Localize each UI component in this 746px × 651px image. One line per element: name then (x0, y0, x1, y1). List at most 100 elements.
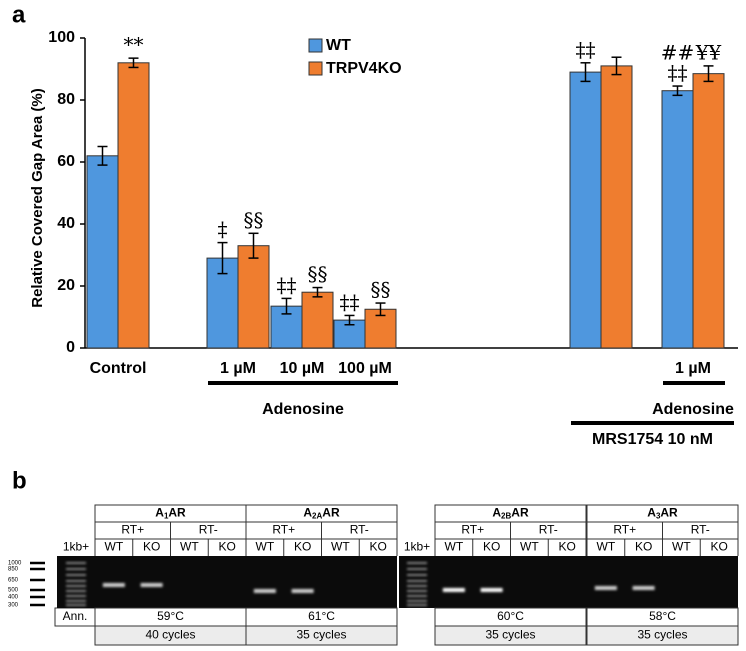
gel-band (140, 583, 163, 587)
cycles: 35 cycles (296, 628, 346, 642)
ladder-band (407, 604, 427, 606)
lane-label: KO (558, 540, 575, 554)
y-tick-label: 40 (57, 215, 75, 232)
ladder-size: 400 (8, 595, 19, 601)
rt-label: RT+ (613, 523, 636, 537)
legend-label: WT (326, 37, 351, 54)
gel-band (632, 586, 655, 590)
ladder-size: 500 (8, 588, 19, 594)
rt-label: RT- (539, 523, 558, 537)
significance-mark: ## (661, 41, 695, 65)
significance-mark: ¥¥ (695, 40, 722, 64)
gel-band (291, 589, 314, 593)
bar (600, 65, 633, 349)
gene-name-sub: 2B (501, 512, 511, 521)
gene-name: A1AR (155, 506, 186, 521)
ladder-band (407, 568, 427, 570)
gene-name-suffix: AR (322, 506, 340, 520)
ladder-band (66, 600, 86, 602)
legend-label: TRPV4KO (326, 60, 402, 77)
bar (569, 71, 602, 349)
significance-mark: ‡‡ (668, 61, 688, 85)
bar (86, 155, 119, 349)
gene-name-suffix: AR (168, 506, 186, 520)
lane-label: WT (180, 540, 199, 554)
error-bar (672, 85, 683, 97)
y-tick-label: 100 (48, 29, 75, 46)
ladder-band (407, 600, 427, 602)
lane-label: KO (218, 540, 235, 554)
lane-label: KO (143, 540, 160, 554)
cycles: 40 cycles (145, 628, 195, 642)
gene-name-suffix: AR (511, 506, 529, 520)
cycles: 35 cycles (485, 628, 535, 642)
lane-label: KO (369, 540, 386, 554)
significance-mark: ** (124, 33, 144, 57)
ladder-band (407, 580, 427, 582)
rt-label: RT- (199, 523, 218, 537)
gene-name-base: A (155, 506, 164, 520)
gene-name-base: A (647, 506, 656, 520)
significance-mark: ‡‡ (576, 37, 596, 61)
legend-swatch (308, 61, 323, 76)
error-bar (703, 65, 714, 83)
gene-name: A3AR (647, 506, 678, 521)
y-tick-label: 60 (57, 153, 75, 170)
lane-label: KO (483, 540, 500, 554)
gel (399, 556, 738, 608)
lane-label: KO (635, 540, 652, 554)
y-tick-label: 20 (57, 277, 75, 294)
error-bar (312, 286, 323, 298)
ladder-size: 1000 (8, 561, 22, 567)
ladder-band (66, 562, 86, 564)
ladder-band (407, 574, 427, 576)
gene-name-sub: 1 (164, 512, 169, 521)
temperature: 60°C (497, 609, 524, 623)
lane-label: WT (445, 540, 464, 554)
rt-label: RT+ (121, 523, 144, 537)
ladder-band (407, 590, 427, 592)
y-axis-label: Relative Covered Gap Area (%) (29, 88, 46, 308)
significance-mark: ‡‡ (277, 273, 297, 297)
error-bar (281, 297, 292, 315)
lane-label: KO (294, 540, 311, 554)
gel-band (480, 588, 503, 592)
lane-label: WT (520, 540, 539, 554)
significance-mark: ‡‡ (340, 290, 360, 314)
lane-label: WT (672, 540, 691, 554)
gel (57, 556, 397, 608)
gel-band (442, 588, 465, 592)
error-bar (611, 56, 622, 76)
rt-label: RT- (691, 523, 710, 537)
bar (117, 62, 150, 349)
temperature: 61°C (308, 609, 335, 623)
panel-label: a (12, 1, 26, 28)
ladder-size: 850 (8, 567, 19, 573)
temperature: 58°C (649, 609, 676, 623)
ladder-band (407, 562, 427, 564)
cycles-cell (434, 625, 587, 646)
x-tick-label: Control (90, 360, 147, 377)
gel-band (102, 583, 125, 587)
lane-label: WT (331, 540, 350, 554)
ladder-band (66, 595, 86, 597)
significance-mark: §§ (308, 262, 328, 286)
error-bar (375, 302, 386, 317)
lane-label: KO (710, 540, 727, 554)
y-tick-label: 80 (57, 91, 75, 108)
gene-name-base: A (492, 506, 501, 520)
ladder-band (407, 595, 427, 597)
ann-label: Ann. (63, 609, 88, 623)
gene-name: A2AAR (303, 506, 340, 521)
y-tick-label: 0 (66, 339, 75, 356)
gene-name-sub: 3 (656, 512, 661, 521)
significance-mark: §§ (244, 208, 264, 232)
ladder-band (66, 574, 86, 576)
rt-label: RT+ (461, 523, 484, 537)
gene-name: A2BAR (492, 506, 529, 521)
ladder-band (66, 604, 86, 606)
ladder-size: 650 (8, 578, 19, 584)
x-tick-label: 10 µM (280, 360, 325, 377)
cycles: 35 cycles (637, 628, 687, 642)
error-bar (248, 232, 259, 259)
